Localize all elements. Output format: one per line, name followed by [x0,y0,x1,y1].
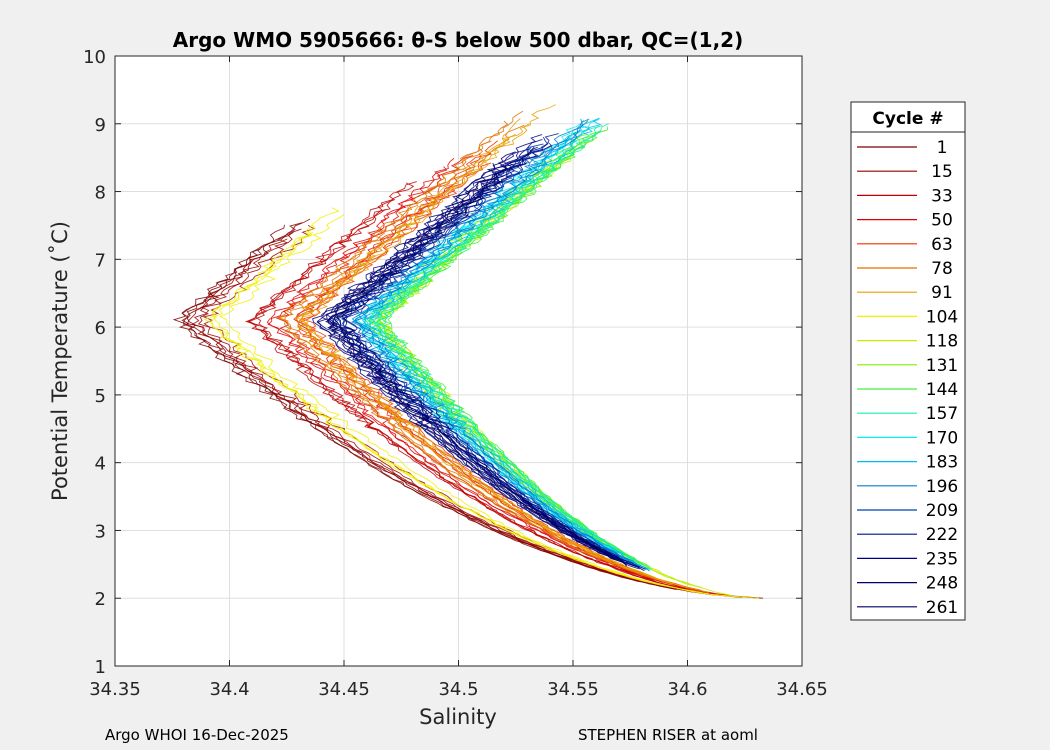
series-line-cycle-15 [187,238,761,599]
series-line-cycle-222 [334,133,640,568]
series-lines [172,104,764,599]
y-tick-label: 6 [95,318,106,339]
series-line-cycle-15 [202,225,693,592]
series-line-cycle-261 [335,177,619,559]
legend-label-248: 248 [926,574,958,594]
legend-title: Cycle # [872,109,943,129]
series-line-cycle-261 [340,146,645,572]
y-tick-labels: 1 2 3 4 5 6 7 8 9 10 [83,47,106,678]
legend-entries: 1 15 33 50 63 78 91 104 118 131 144 157 170 183 196 209… [857,138,958,618]
legend-label-183: 183 [926,453,958,473]
series-line-cycle-261 [326,178,610,556]
legend-label-235: 235 [926,549,958,569]
series-line-cycle-78 [284,140,665,583]
legend-label-170: 170 [926,428,958,448]
series-line-cycle-248 [327,146,625,565]
x-tick-label: 34.55 [547,679,599,700]
y-tick-label: 8 [95,183,106,204]
legend-label-78: 78 [931,259,953,279]
legend-label-104: 104 [926,307,958,327]
y-tick-label: 1 [95,657,106,678]
series-line-cycle-196 [351,135,647,570]
x-tick-label: 34.6 [667,679,707,700]
series-line-cycle-235 [316,151,627,566]
series-line-cycle-104 [211,225,647,582]
series-line-cycle-33 [255,181,721,596]
legend-label-91: 91 [931,283,953,303]
x-tick-label: 34.45 [318,679,370,700]
legend-label-196: 196 [926,477,958,497]
y-tick-label: 3 [95,521,106,542]
x-tick-labels: 34.35 34.4 34.45 34.5 34.55 34.6 34.65 [89,679,828,700]
series-line-cycle-1 [178,248,764,599]
series-line-cycle-157 [376,125,637,561]
legend-label-261: 261 [926,598,958,618]
legend-label-33: 33 [931,186,953,206]
y-axis-label: Potential Temperature (˚C) [48,221,72,501]
y-tick-label: 4 [95,454,106,475]
series-line-cycle-196 [354,120,650,572]
series-line-cycle-91 [294,118,684,587]
legend-label-63: 63 [931,235,953,255]
legend-label-157: 157 [926,404,958,424]
legend: Cycle # 11533506378911041181311441571701… [850,101,966,621]
series-line-cycle-15 [191,218,677,589]
x-tick-label: 34.35 [89,679,141,700]
y-tick-label: 2 [95,589,106,610]
x-tick-label: 34.65 [776,679,828,700]
legend-label-222: 222 [926,525,958,545]
x-tick-label: 34.4 [209,679,249,700]
series-line-cycle-78 [276,110,665,583]
y-tick-label: 7 [95,250,106,271]
x-tick-label: 34.5 [438,679,478,700]
y-tick-label: 9 [95,115,106,136]
axis-ticks [114,55,803,667]
series-line-cycle-222 [341,145,646,570]
legend-label-50: 50 [931,211,953,231]
series-line-cycle-196 [354,118,634,564]
series-line-cycle-91 [299,123,689,589]
legend-label-15: 15 [931,162,953,182]
chart-title: Argo WMO 5905666: θ-S below 500 dbar, QC… [173,28,743,52]
series-line-cycle-33 [244,199,690,590]
series-line-cycle-104 [218,214,745,599]
legend-label-1: 1 [937,138,948,158]
footer-right: STEPHEN RISER at aoml [578,726,758,744]
series-line-cycle-209 [331,143,641,569]
series-line-cycle-104 [213,231,760,599]
series-line-cycle-33 [247,182,688,591]
legend-label-118: 118 [926,332,958,352]
series-line-cycle-248 [312,162,627,567]
y-tick-label: 10 [83,47,106,68]
y-tick-label: 5 [95,386,106,407]
x-axis-label: Salinity [419,705,497,729]
footer-left: Argo WHOI 16-Dec-2025 [105,726,289,744]
series-line-cycle-183 [359,129,641,568]
legend-label-209: 209 [926,501,958,521]
series-line-cycle-104 [203,207,710,595]
series-line-cycle-157 [374,123,635,561]
series-line-cycle-261 [328,167,623,562]
plot-area [114,55,803,667]
series-line-cycle-222 [332,138,622,561]
series-line-cycle-183 [361,133,638,565]
legend-label-144: 144 [926,380,958,400]
legend-label-131: 131 [926,356,958,376]
